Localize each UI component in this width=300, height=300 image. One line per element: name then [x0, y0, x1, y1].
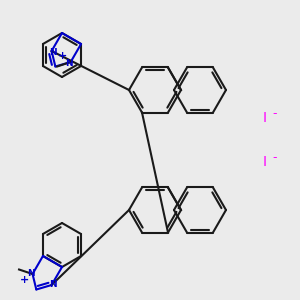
Text: N: N: [49, 47, 56, 56]
Text: I: I: [263, 111, 267, 125]
Text: N: N: [65, 58, 73, 68]
Text: -: -: [272, 107, 277, 121]
Text: -: -: [272, 152, 277, 164]
Text: +: +: [20, 275, 29, 285]
Text: +: +: [58, 51, 67, 61]
Text: I: I: [263, 155, 267, 169]
Text: N: N: [49, 280, 56, 289]
Text: N: N: [27, 268, 34, 278]
